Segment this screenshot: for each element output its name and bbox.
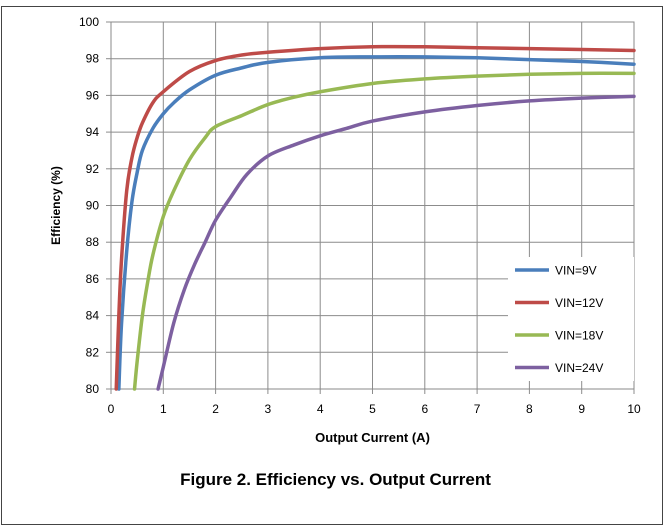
y-tick-label: 88	[86, 235, 100, 249]
x-tick-label: 1	[160, 402, 167, 416]
y-axis-tick-labels: 80 82 84 86 88 90 92 94 96 98 100	[79, 15, 111, 396]
legend-background	[508, 257, 634, 381]
x-tick-label: 4	[317, 402, 324, 416]
x-axis-label: Output Current (A)	[315, 430, 430, 445]
series-lines	[114, 44, 636, 391]
y-tick-label: 96	[86, 88, 100, 102]
figure-caption: Figure 2. Efficiency vs. Output Current	[180, 470, 491, 489]
x-tick-label: 3	[265, 402, 272, 416]
series-line-vin-18v	[132, 71, 636, 391]
x-tick-label: 6	[421, 402, 428, 416]
legend-label: VIN=24V	[555, 361, 603, 375]
x-tick-label: 0	[108, 402, 115, 416]
legend-label: VIN=9V	[555, 264, 597, 278]
y-tick-label: 98	[86, 52, 100, 66]
x-tick-label: 9	[578, 402, 585, 416]
x-axis-tick-labels: 0 1 2 3 4 5 6 7 8 9 10	[108, 389, 641, 416]
y-tick-label: 92	[86, 162, 100, 176]
y-tick-label: 84	[86, 309, 100, 323]
y-tick-label: 80	[86, 382, 100, 396]
chart-legend: VIN=9V VIN=12V VIN=18V VIN=24V	[508, 257, 634, 381]
series-line-vin-24v	[156, 94, 636, 391]
series-line-vin-9v	[117, 55, 636, 391]
legend-label: VIN=18V	[555, 329, 603, 343]
legend-label: VIN=12V	[555, 296, 603, 310]
x-tick-label: 5	[369, 402, 376, 416]
x-tick-label: 2	[212, 402, 219, 416]
series-line-vin-12v	[114, 44, 636, 391]
y-tick-label: 90	[86, 199, 100, 213]
y-axis-label: Efficiency (%)	[49, 166, 63, 245]
y-tick-label: 86	[86, 272, 100, 286]
x-tick-label: 7	[474, 402, 481, 416]
x-tick-label: 10	[627, 402, 641, 416]
y-tick-label: 94	[86, 125, 100, 139]
y-tick-label: 82	[86, 345, 100, 359]
x-tick-label: 8	[526, 402, 533, 416]
y-tick-label: 100	[79, 15, 99, 29]
